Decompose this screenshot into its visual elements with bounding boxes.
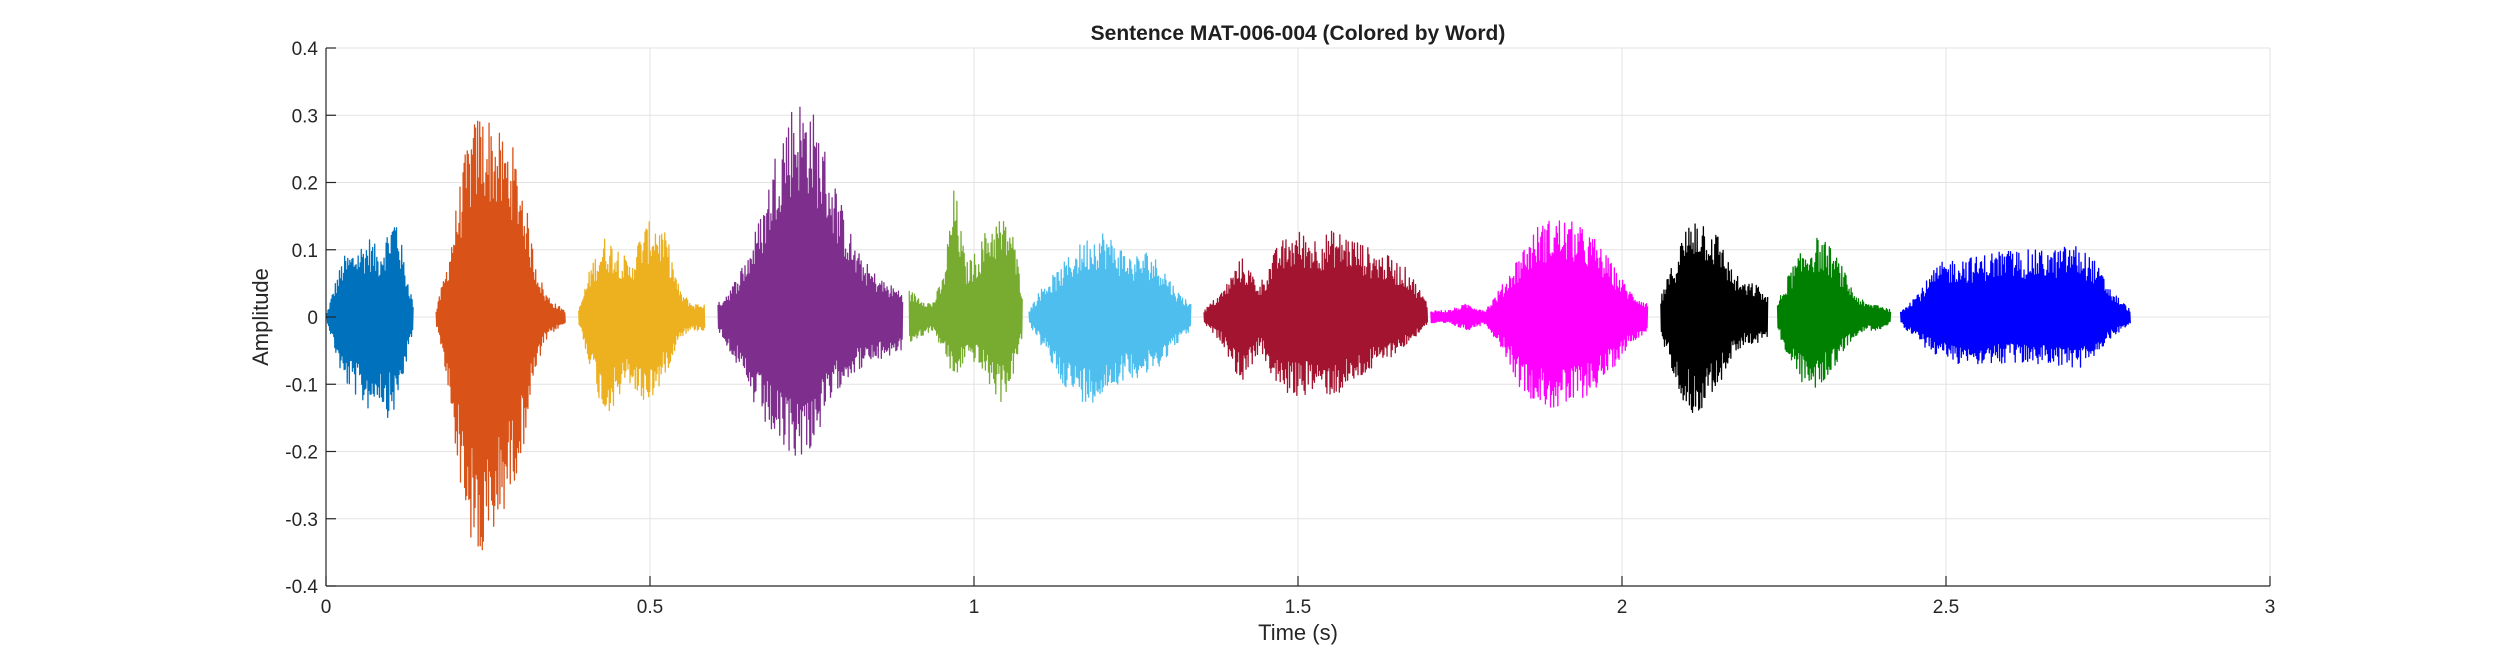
word-waveform-4 xyxy=(717,106,904,456)
word-waveform-7 xyxy=(1203,230,1429,396)
word-waveform-3 xyxy=(578,221,706,412)
x-tick-label: 0.5 xyxy=(637,597,663,618)
word-waveform-6 xyxy=(1028,233,1192,403)
y-tick-label: 0.2 xyxy=(292,174,318,195)
y-tick-label: -0.4 xyxy=(285,577,318,598)
x-tick-label: 2 xyxy=(1617,597,1628,618)
y-tick-label: 0.3 xyxy=(292,106,318,127)
x-tick-label: 1 xyxy=(969,597,980,618)
y-tick-label: -0.1 xyxy=(285,375,318,396)
x-tick-label: 0 xyxy=(321,597,332,618)
chart-title: Sentence MAT-006-004 (Colored by Word) xyxy=(1091,22,1506,45)
x-tick-label: 3 xyxy=(2265,597,2276,618)
word-waveform-10 xyxy=(1776,237,1892,388)
x-axis-label: Time (s) xyxy=(1258,620,1338,645)
word-waveform-11 xyxy=(1899,246,2131,368)
x-tick-label: 1.5 xyxy=(1285,597,1311,618)
y-tick-label: 0.4 xyxy=(292,39,319,60)
word-waveform-9 xyxy=(1660,223,1769,413)
word-waveform-1 xyxy=(325,227,414,419)
y-tick-label: 0 xyxy=(307,308,318,329)
waveform-series xyxy=(325,106,2131,551)
x-tick-label: 2.5 xyxy=(1933,597,1959,618)
word-waveform-5 xyxy=(908,190,1023,403)
word-waveform-8 xyxy=(1430,220,1649,408)
y-axis-label: Amplitude xyxy=(248,268,273,366)
y-tick-label: 0.1 xyxy=(292,241,318,262)
ticks: 0 0.5 1 1.5 2 2.5 3 0.4 0.3 0.2 0.1 0 -0.1 -0.2 -0.3 -0… xyxy=(285,39,2275,618)
word-waveform-2 xyxy=(435,120,566,551)
y-tick-label: -0.2 xyxy=(285,443,318,464)
y-tick-label: -0.3 xyxy=(285,510,318,531)
